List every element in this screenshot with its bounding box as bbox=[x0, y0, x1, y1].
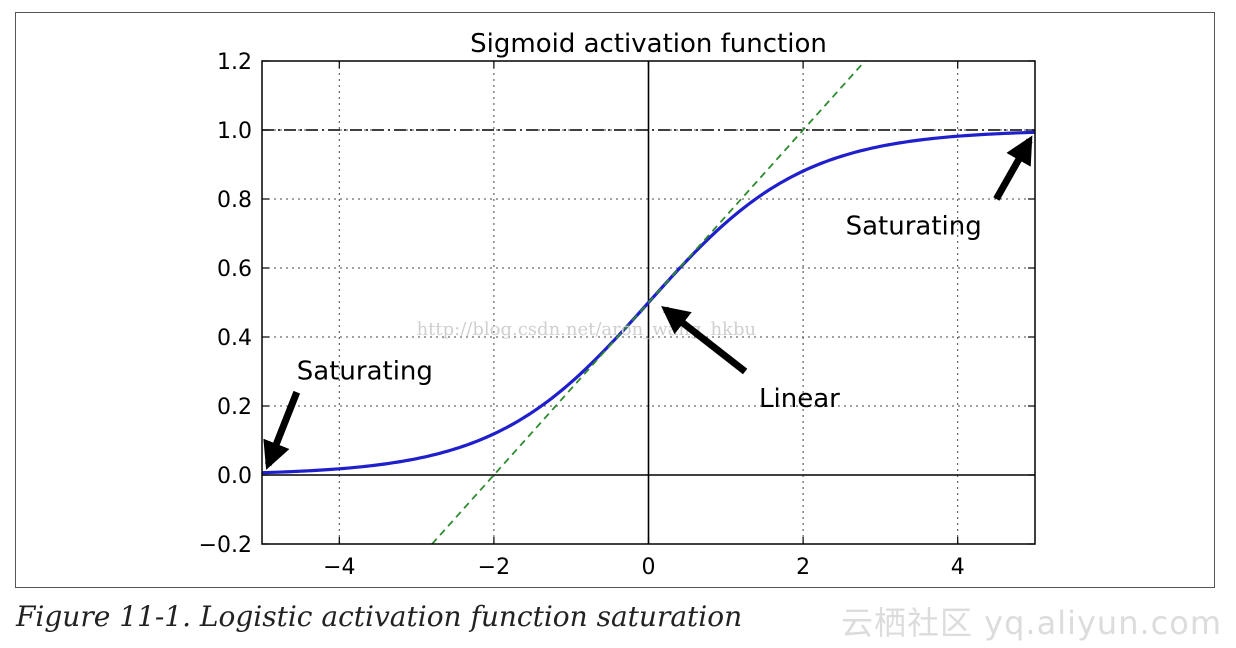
y-tick-label-2: 0.2 bbox=[217, 395, 252, 420]
y-tick-label-0: −0.2 bbox=[199, 533, 252, 558]
annotation-label-saturating-left: Saturating bbox=[297, 357, 433, 387]
y-tick-label-3: 0.4 bbox=[217, 326, 252, 351]
x-tick-label-0: −4 bbox=[323, 555, 355, 580]
annotation-arrow-saturating-right bbox=[993, 135, 1033, 201]
y-tick-label-1: 0.0 bbox=[217, 464, 252, 489]
annotation-label-linear: Linear bbox=[759, 384, 840, 414]
x-tick-label-2: 0 bbox=[642, 555, 656, 580]
y-tick-label-5: 0.8 bbox=[217, 188, 252, 213]
annotation-arrow-linear bbox=[661, 305, 748, 375]
series-group bbox=[262, 61, 1035, 544]
sigmoid-chart: −4 −2 0 2 4 −0.2 0.0 0.2 0.4 0.6 0.8 1.0 1.2 Sigmoid … bbox=[199, 29, 1036, 580]
watermark: 云栖社区 yq.aliyun.com bbox=[840, 604, 1222, 642]
annotation-label-saturating-right: Saturating bbox=[846, 212, 982, 242]
x-tick-label-1: −2 bbox=[478, 555, 510, 580]
y-tick-label-6: 1.0 bbox=[217, 119, 252, 144]
x-tick-label-3: 2 bbox=[796, 555, 810, 580]
x-tick-label-4: 4 bbox=[951, 555, 965, 580]
series-line-linear bbox=[431, 61, 866, 544]
y-tick-label-4: 0.6 bbox=[217, 257, 252, 282]
chart-title: Sigmoid activation function bbox=[470, 29, 827, 59]
figure-frame: −4 −2 0 2 4 −0.2 0.0 0.2 0.4 0.6 0.8 1.0 1.2 Sigmoid … bbox=[15, 12, 1215, 588]
annotation-arrow-saturating-left bbox=[263, 390, 301, 470]
figure-caption: Figure 11-1. Logistic activation functio… bbox=[16, 600, 743, 633]
y-tick-label-7: 1.2 bbox=[217, 50, 252, 75]
